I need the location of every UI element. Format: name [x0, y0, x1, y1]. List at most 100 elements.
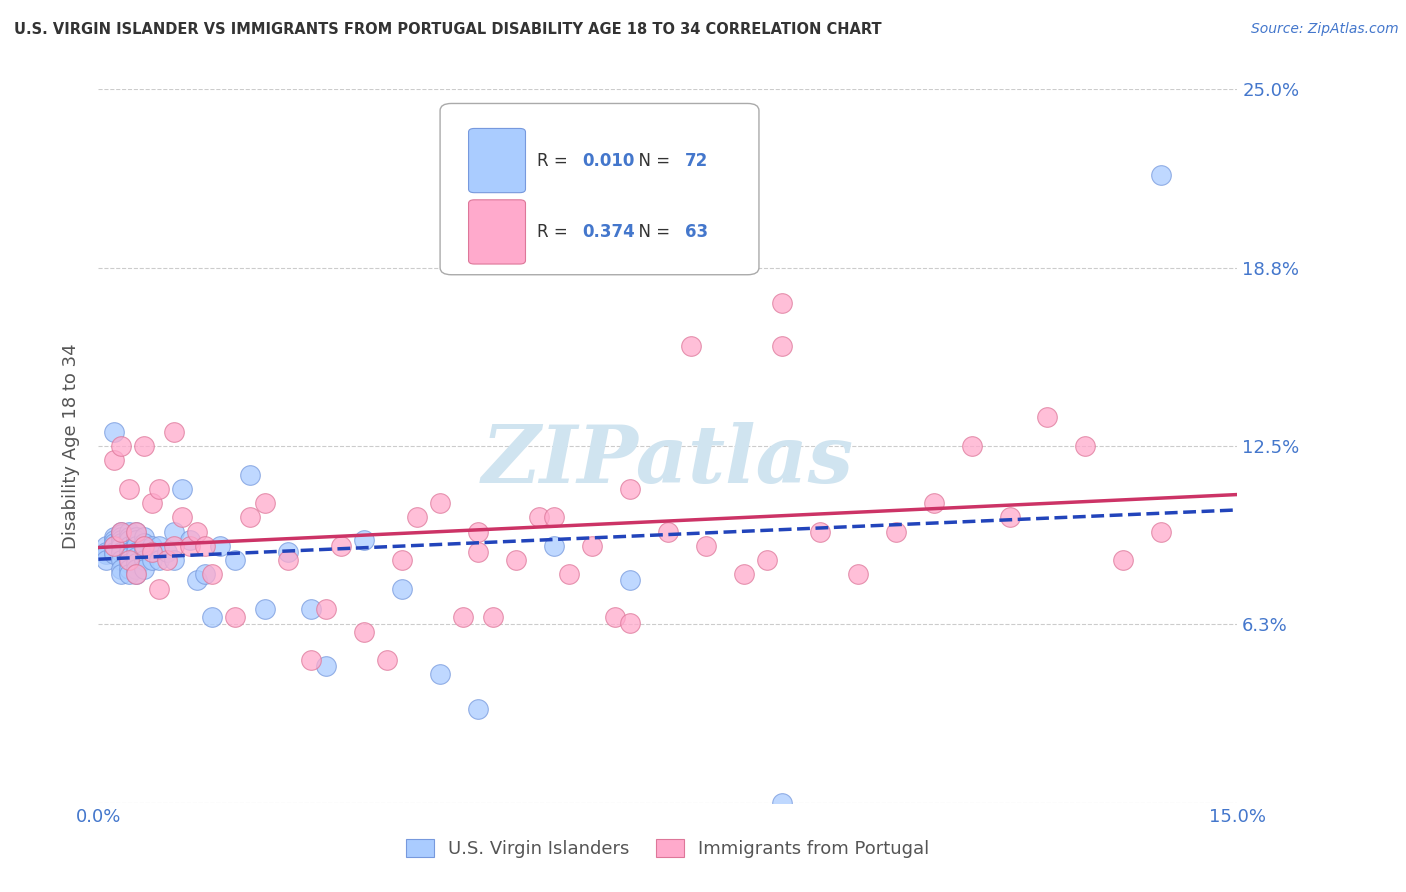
- Point: [170, 482, 193, 496]
- Point: [163, 524, 186, 539]
- Point: [125, 550, 148, 565]
- Point: [118, 556, 141, 570]
- Point: [148, 482, 170, 496]
- Point: [429, 667, 451, 681]
- Point: [125, 567, 148, 582]
- Point: [118, 544, 141, 558]
- Point: [353, 533, 375, 548]
- Point: [922, 496, 945, 510]
- Text: R =: R =: [537, 152, 572, 169]
- Point: [110, 530, 132, 544]
- Point: [429, 496, 451, 510]
- Point: [125, 524, 148, 539]
- Point: [1150, 524, 1173, 539]
- Point: [186, 573, 208, 587]
- Text: 63: 63: [685, 223, 709, 241]
- FancyBboxPatch shape: [468, 128, 526, 193]
- Point: [141, 496, 163, 510]
- Point: [110, 567, 132, 582]
- Text: R =: R =: [537, 223, 572, 241]
- Point: [543, 510, 565, 524]
- Point: [505, 553, 527, 567]
- Point: [110, 524, 132, 539]
- FancyBboxPatch shape: [468, 200, 526, 264]
- Point: [603, 610, 626, 624]
- Y-axis label: Disability Age 18 to 34: Disability Age 18 to 34: [62, 343, 80, 549]
- Point: [179, 533, 201, 548]
- Point: [103, 544, 125, 558]
- Point: [141, 539, 163, 553]
- Point: [94, 548, 117, 562]
- Point: [201, 610, 224, 624]
- Point: [201, 567, 224, 582]
- Point: [254, 601, 277, 615]
- Point: [156, 553, 179, 567]
- Point: [619, 615, 641, 630]
- Point: [110, 533, 132, 548]
- Point: [315, 658, 337, 673]
- Point: [148, 539, 170, 553]
- Point: [543, 539, 565, 553]
- Point: [125, 533, 148, 548]
- Point: [391, 582, 413, 596]
- Point: [103, 530, 125, 544]
- Point: [103, 539, 125, 553]
- Point: [299, 601, 322, 615]
- Point: [103, 533, 125, 548]
- Point: [619, 482, 641, 496]
- Point: [391, 553, 413, 567]
- Point: [118, 567, 141, 582]
- Point: [451, 610, 474, 624]
- Point: [94, 539, 117, 553]
- Point: [467, 701, 489, 715]
- Point: [103, 425, 125, 439]
- Point: [657, 524, 679, 539]
- Point: [132, 562, 155, 576]
- Point: [118, 562, 141, 576]
- Text: U.S. VIRGIN ISLANDER VS IMMIGRANTS FROM PORTUGAL DISABILITY AGE 18 TO 34 CORRELA: U.S. VIRGIN ISLANDER VS IMMIGRANTS FROM …: [14, 22, 882, 37]
- Text: Source: ZipAtlas.com: Source: ZipAtlas.com: [1251, 22, 1399, 37]
- Point: [110, 539, 132, 553]
- Point: [1150, 168, 1173, 182]
- Point: [118, 524, 141, 539]
- Point: [125, 562, 148, 576]
- Point: [118, 482, 141, 496]
- Point: [132, 553, 155, 567]
- Point: [110, 439, 132, 453]
- Point: [103, 536, 125, 550]
- Point: [170, 510, 193, 524]
- Point: [132, 539, 155, 553]
- Point: [125, 530, 148, 544]
- Point: [148, 553, 170, 567]
- Text: ZIPatlas: ZIPatlas: [482, 422, 853, 499]
- Point: [254, 496, 277, 510]
- Point: [755, 553, 778, 567]
- Point: [733, 567, 755, 582]
- Point: [103, 548, 125, 562]
- Point: [482, 610, 505, 624]
- Point: [808, 524, 831, 539]
- Text: N =: N =: [628, 152, 675, 169]
- Point: [156, 544, 179, 558]
- Point: [1036, 410, 1059, 425]
- Point: [186, 524, 208, 539]
- Point: [103, 453, 125, 467]
- Point: [118, 533, 141, 548]
- Point: [679, 339, 702, 353]
- Point: [277, 544, 299, 558]
- Text: 0.374: 0.374: [582, 223, 636, 241]
- Point: [110, 553, 132, 567]
- Point: [118, 550, 141, 565]
- Point: [148, 582, 170, 596]
- Point: [208, 539, 231, 553]
- Point: [132, 541, 155, 556]
- Point: [179, 539, 201, 553]
- Point: [125, 524, 148, 539]
- Point: [224, 553, 246, 567]
- Point: [581, 539, 603, 553]
- Text: 72: 72: [685, 152, 709, 169]
- Point: [527, 510, 550, 524]
- Point: [94, 553, 117, 567]
- Point: [163, 425, 186, 439]
- Point: [132, 530, 155, 544]
